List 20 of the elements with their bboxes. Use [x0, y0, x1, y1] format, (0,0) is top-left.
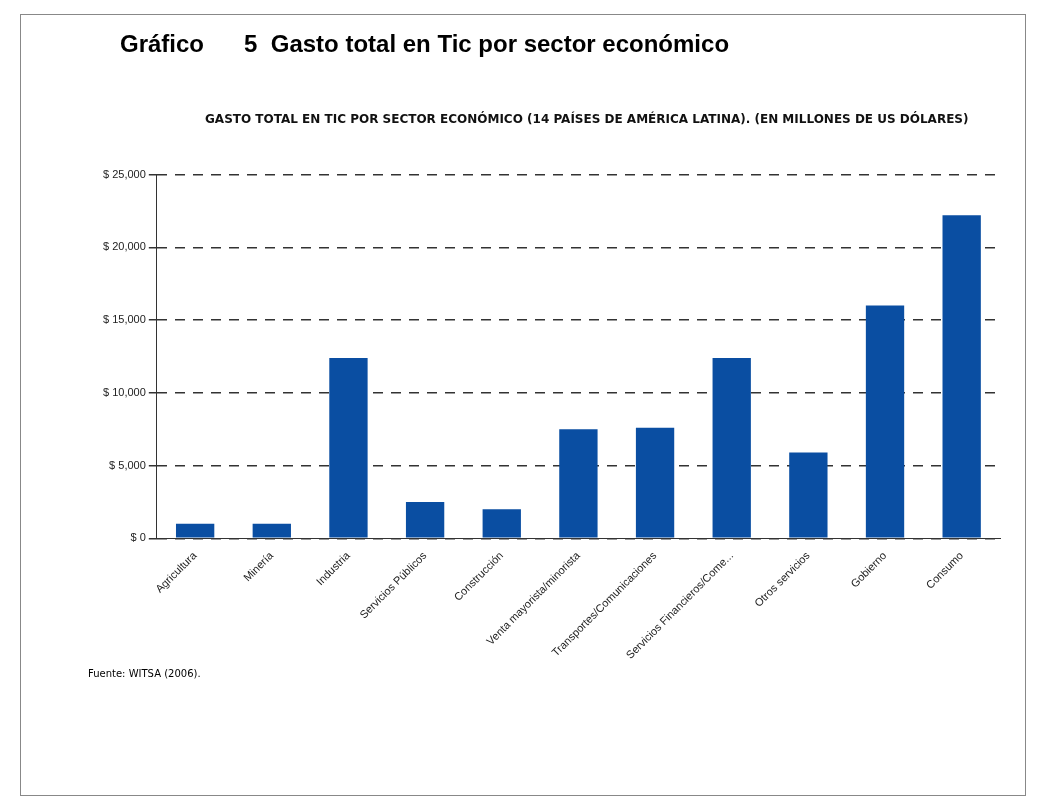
y-tick-label: $ 20,000	[102, 240, 146, 253]
y-tick-label: $ 0	[130, 531, 146, 544]
bar	[635, 427, 675, 538]
y-tick-label: $ 5,000	[109, 458, 146, 471]
source-note: Fuente: WITSA (2006).	[88, 668, 201, 679]
y-tick-label: $ 15,000	[102, 313, 146, 326]
bar	[712, 357, 751, 538]
chart-subtitle: GASTO TOTAL EN TIC POR SECTOR ECONÓMICO (14 PAÍSES DE AMÉRICA LATINA). (EN MILLONES DE US DÓLARES)	[204, 110, 970, 128]
bar	[789, 452, 828, 538]
bar	[405, 501, 445, 538]
chart-title: Gráfico 5 Gasto total en Tic por sector económico	[120, 30, 730, 58]
bar	[252, 523, 291, 538]
bar	[175, 523, 215, 538]
bar	[942, 215, 981, 538]
bar	[559, 429, 598, 538]
bar	[482, 509, 521, 538]
bar	[865, 305, 905, 538]
y-tick-label: $ 10,000	[102, 385, 146, 398]
y-tick-label: $ 25,000	[102, 167, 146, 180]
bar	[329, 357, 368, 538]
